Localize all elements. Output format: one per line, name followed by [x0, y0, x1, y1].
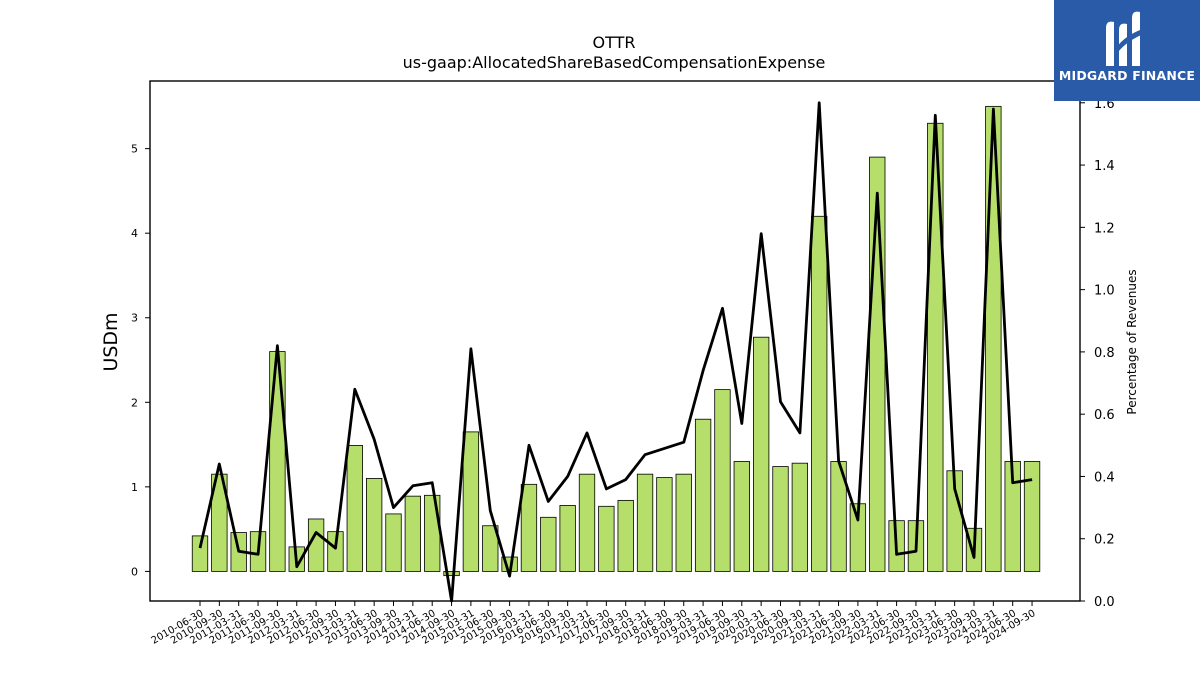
axes: 0123450.00.20.40.60.81.01.21.41.62010-06… — [131, 80, 1115, 647]
bar — [307, 518, 325, 572]
bar — [520, 483, 538, 572]
bar — [598, 505, 615, 572]
bar — [1023, 461, 1041, 572]
bar — [269, 351, 286, 572]
bar — [443, 571, 460, 577]
bar — [772, 466, 789, 572]
y2-tick-label: 1.0 — [1094, 284, 1115, 299]
midgard-logo-icon — [1106, 11, 1146, 67]
bar — [694, 418, 712, 572]
bar — [869, 156, 886, 572]
bar — [327, 531, 344, 572]
chart-title: OTTR — [593, 33, 636, 52]
y2-tick-label: 1.4 — [1094, 159, 1115, 174]
bar — [211, 473, 228, 572]
y-axis-label: USDm — [100, 312, 122, 371]
y-tick-label: 5 — [131, 143, 138, 156]
y2-tick-label: 0.6 — [1094, 408, 1115, 423]
y2-tick-label: 1.2 — [1094, 221, 1115, 236]
logo: MIDGARD FINANCE — [1054, 0, 1200, 101]
bar — [714, 389, 731, 572]
logo-text: MIDGARD FINANCE — [1058, 68, 1196, 83]
bar — [811, 215, 828, 572]
y2-tick-label: 0.2 — [1094, 533, 1115, 548]
bar — [617, 499, 634, 572]
bar — [424, 494, 441, 572]
bar — [404, 495, 422, 572]
bar — [636, 473, 654, 572]
bar — [365, 477, 383, 572]
y-tick-label: 3 — [131, 312, 138, 325]
bar — [462, 431, 480, 572]
chart-subtitle: us-gaap:AllocatedShareBasedCompensationE… — [403, 53, 826, 72]
line-series — [198, 101, 1033, 603]
bar — [656, 477, 673, 572]
bar — [733, 461, 750, 572]
bar — [791, 462, 808, 572]
bar-series — [191, 105, 1041, 577]
y2-tick-label: 0.0 — [1094, 595, 1115, 610]
bar — [559, 505, 576, 572]
series-line — [198, 101, 1033, 603]
y2-axis-label: Percentage of Revenues — [1125, 269, 1139, 414]
y-tick-label: 0 — [131, 565, 138, 578]
bar — [753, 336, 770, 572]
y-tick-label: 4 — [131, 227, 138, 240]
bar — [985, 105, 1002, 572]
bar — [191, 535, 209, 572]
y2-tick-label: 0.8 — [1094, 346, 1115, 361]
bar — [578, 473, 596, 572]
bar — [927, 122, 944, 572]
bar — [540, 516, 557, 572]
y-tick-label: 2 — [131, 396, 138, 409]
y2-tick-label: 0.4 — [1094, 470, 1115, 485]
bar — [346, 445, 363, 572]
bar — [385, 513, 402, 572]
y-tick-label: 1 — [131, 481, 138, 494]
plot-frame — [149, 80, 1081, 602]
bar — [675, 473, 692, 572]
bar — [482, 525, 499, 572]
